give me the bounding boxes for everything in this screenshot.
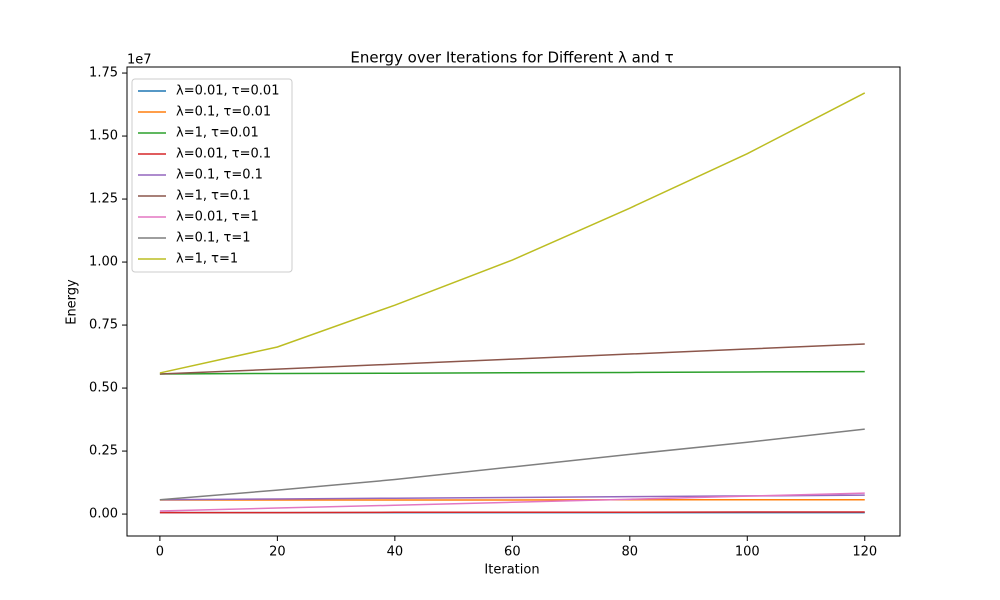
x-tick-label: 120 — [852, 545, 877, 560]
legend-label: λ=0.1, τ=1 — [176, 231, 251, 246]
legend-label: λ=0.1, τ=0.01 — [176, 105, 271, 120]
chart-title: Energy over Iterations for Different λ a… — [350, 49, 673, 67]
legend-label: λ=0.01, τ=1 — [176, 210, 259, 225]
series-line — [159, 343, 865, 375]
y-tick-label: 1.75 — [89, 66, 118, 81]
legend-label: λ=0.01, τ=0.01 — [176, 84, 279, 99]
y-tick-label: 1.00 — [89, 255, 118, 270]
x-tick-label: 60 — [504, 545, 521, 560]
legend-box — [131, 78, 293, 273]
legend-label: λ=1, τ=1 — [176, 252, 238, 267]
y-tick-label: 0.25 — [89, 444, 118, 459]
x-tick-label: 40 — [387, 545, 404, 560]
x-tick-label: 0 — [156, 545, 164, 560]
legend-label: λ=0.1, τ=0.1 — [176, 168, 263, 183]
y-axis-label: Energy — [65, 279, 80, 325]
legend-label: λ=1, τ=0.01 — [176, 126, 259, 141]
y-tick-label: 0.50 — [89, 381, 118, 396]
x-tick-label: 20 — [269, 545, 286, 560]
y-tick-label: 0.75 — [89, 318, 118, 333]
series-line — [159, 370, 865, 375]
legend-label: λ=0.01, τ=0.1 — [176, 147, 271, 162]
y-tick-label: 1.50 — [89, 129, 118, 144]
series-line — [159, 428, 865, 501]
series-line — [159, 511, 865, 514]
legend-label: λ=1, τ=0.1 — [176, 189, 251, 204]
plot-frame — [126, 66, 901, 537]
series-line — [159, 492, 865, 512]
x-axis-label: Iteration — [484, 563, 539, 578]
x-tick-label: 100 — [735, 545, 760, 560]
y-tick-label: 1.25 — [89, 192, 118, 207]
series-line — [159, 92, 866, 374]
y-offset-label: 1e7 — [127, 53, 152, 68]
x-tick-label: 80 — [622, 545, 639, 560]
y-tick-label: 0.00 — [89, 507, 118, 522]
